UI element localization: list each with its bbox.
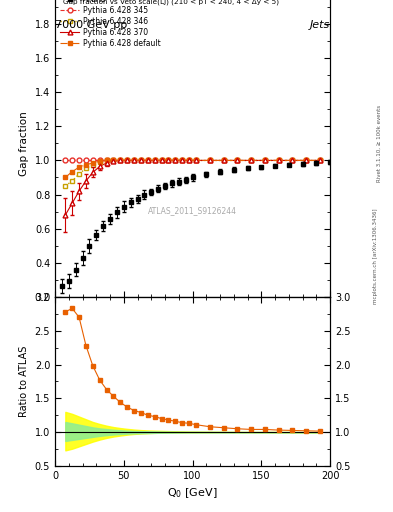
Legend: ATLAS, Pythia 6.428 345, Pythia 6.428 346, Pythia 6.428 370, Pythia 6.428 defaul: ATLAS, Pythia 6.428 345, Pythia 6.428 34… (59, 0, 162, 49)
Text: ATLAS_2011_S9126244: ATLAS_2011_S9126244 (148, 206, 237, 216)
Text: mcplots.cern.ch [arXiv:1306.3436]: mcplots.cern.ch [arXiv:1306.3436] (373, 208, 378, 304)
X-axis label: Q$_0$ [GeV]: Q$_0$ [GeV] (167, 486, 218, 500)
Y-axis label: Gap fraction: Gap fraction (19, 111, 29, 176)
Text: 7000 GeV pp: 7000 GeV pp (55, 20, 127, 30)
Text: Gap fraction vs Veto scale(LJ) (210 < pT < 240, 4 < Δy < 5): Gap fraction vs Veto scale(LJ) (210 < pT… (63, 0, 279, 6)
Text: Rivet 3.1.10, ≥ 100k events: Rivet 3.1.10, ≥ 100k events (377, 105, 382, 182)
Text: Jets: Jets (310, 20, 330, 30)
Y-axis label: Ratio to ATLAS: Ratio to ATLAS (19, 346, 29, 417)
